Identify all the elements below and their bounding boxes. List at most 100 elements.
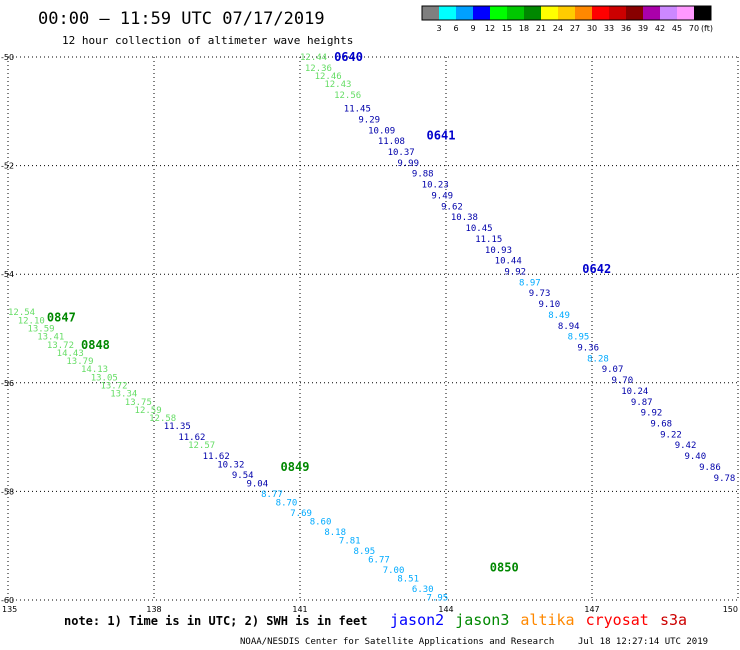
wave-height-point: 7.95: [427, 593, 449, 603]
wave-height-point: 8.28: [587, 354, 609, 364]
wave-height-point: 8.97: [519, 278, 541, 288]
colorbar-label: 27: [570, 24, 580, 33]
satellite-legend-entry: jason3: [455, 611, 509, 629]
y-tick-label: -52: [1, 162, 14, 171]
wave-height-point: 9.36: [577, 344, 599, 354]
wave-height-point: 13.79: [66, 357, 93, 367]
wave-height-point: 9.54: [232, 471, 254, 481]
colorbar-label: 24: [553, 24, 563, 33]
pass-label: 0849: [281, 460, 310, 474]
colorbar-swatch: [558, 6, 575, 20]
colorbar-swatch: [660, 6, 677, 20]
pass-label: 0640: [334, 50, 363, 64]
wave-height-point: 13.34: [110, 390, 137, 400]
wave-height-point: 9.78: [714, 474, 736, 484]
x-tick-label: 150: [723, 605, 738, 614]
colorbar-label: 39: [638, 24, 648, 33]
colorbar-label: 70: [689, 24, 699, 33]
wave-height-point: 13.75: [125, 398, 152, 408]
footer-timestamp: Jul 18 12:27:14 UTC 2019: [578, 637, 708, 647]
colorbar-label: 15: [502, 24, 512, 33]
colorbar-label: 18: [519, 24, 529, 33]
wave-height-point: 12.36: [305, 64, 332, 74]
wave-height-point: 14.13: [81, 365, 108, 375]
wave-height-point: 10.45: [465, 224, 492, 234]
y-tick-label: -54: [1, 270, 14, 279]
wave-height-point: 7.81: [339, 536, 361, 546]
colorbar-label: 9: [470, 24, 475, 33]
colorbar-label: 6: [453, 24, 458, 33]
colorbar-swatch: [439, 6, 456, 20]
x-tick-label: 138: [146, 605, 161, 614]
axis-tick-labels: 135 138 141 144 147 150 -50 -52 -54 -56 -58 -60: [1, 53, 738, 614]
y-tick-label: -50: [1, 53, 14, 62]
satellite-legend-entry: s3a: [660, 611, 687, 629]
colorbar-label: 21: [536, 24, 546, 33]
x-tick-label: 147: [584, 605, 599, 614]
wave-height-point: 13.59: [27, 325, 54, 335]
colorbar-swatch: [456, 6, 473, 20]
colorbar-unit: (ft): [701, 24, 713, 33]
satellite-legend-entry: altika: [520, 611, 574, 629]
x-tick-label: 135: [2, 605, 17, 614]
wave-height-point: 12.46: [315, 72, 342, 82]
colorbar-label: 33: [604, 24, 614, 33]
pass-label: 0847: [47, 311, 76, 325]
wave-height-point: 9.22: [660, 430, 682, 440]
y-tick-label: -60: [1, 596, 14, 605]
satellite-legend-entry: jason2: [390, 611, 444, 629]
wave-height-point: 6.77: [368, 555, 390, 565]
wave-height-point: 9.49: [431, 191, 453, 201]
colorbar-label: 42: [655, 24, 665, 33]
wave-height-point: 12.57: [188, 441, 215, 451]
wave-height-point: 9.88: [412, 170, 434, 180]
wave-height-point: 8.60: [310, 517, 332, 527]
wave-height-point: 11.62: [203, 452, 230, 462]
colorbar-legend: 3 6 9 12 15 18 21 24 27 30 33 36 39 42 45 70 (ft): [421, 5, 713, 33]
wave-height-point: 10.24: [621, 387, 648, 397]
y-tick-label: -56: [1, 379, 14, 388]
wave-height-point: 7.00: [383, 566, 405, 576]
wave-height-point: 9.62: [441, 202, 463, 212]
wave-height-point: 13.41: [37, 333, 64, 343]
pass-label: 0850: [490, 560, 519, 574]
wave-height-point: 9.92: [641, 409, 663, 419]
pass-label: 0848: [81, 338, 110, 352]
wave-height-point: 12.58: [149, 414, 176, 424]
colorbar-swatch: [541, 6, 558, 20]
colorbar-swatch: [575, 6, 592, 20]
wave-height-point: 10.44: [495, 257, 522, 267]
satellite-legend: jason2 jason3 altika cryosat s3a: [390, 611, 687, 629]
wave-height-point: 11.35: [164, 422, 191, 432]
colorbar-swatch: [609, 6, 626, 20]
wave-height-point: 11.45: [344, 105, 371, 115]
wave-height-point: 9.87: [631, 398, 653, 408]
wave-height-point: 8.49: [548, 311, 570, 321]
wave-height-point: 11.08: [378, 137, 405, 147]
colorbar-swatch: [592, 6, 609, 20]
wave-height-point: 9.99: [397, 159, 419, 169]
colorbar-swatch: [473, 6, 490, 20]
colorbar-label: 30: [587, 24, 597, 33]
wave-height-point: 10.23: [422, 181, 449, 191]
y-tick-label: -58: [1, 487, 14, 496]
wave-height-point: 10.38: [451, 213, 478, 223]
wave-height-point: 14.43: [57, 349, 84, 359]
wave-height-points: 12.4412.3612.4612.4312.5611.459.2910.091…: [8, 53, 735, 603]
colorbar-swatch: [490, 6, 507, 20]
wave-height-point: 7.69: [290, 509, 312, 519]
wave-height-point: 9.73: [529, 289, 551, 299]
footer-note: note: 1) Time is in UTC; 2) SWH is in fe…: [64, 614, 367, 628]
wave-height-point: 10.93: [485, 246, 512, 256]
wave-height-point: 13.72: [47, 341, 74, 351]
chart-subtitle: 12 hour collection of altimeter wave hei…: [62, 34, 353, 47]
wave-height-point: 9.10: [538, 300, 560, 310]
colorbar-swatch: [626, 6, 643, 20]
wave-height-point: 8.95: [354, 547, 376, 557]
wave-height-point: 9.07: [602, 365, 624, 375]
wave-height-point: 13.05: [91, 373, 118, 383]
wave-height-point: 12.56: [334, 91, 361, 101]
colorbar-label: 36: [621, 24, 631, 33]
colorbar-swatch: [677, 6, 694, 20]
wave-height-point: 10.09: [368, 126, 395, 136]
